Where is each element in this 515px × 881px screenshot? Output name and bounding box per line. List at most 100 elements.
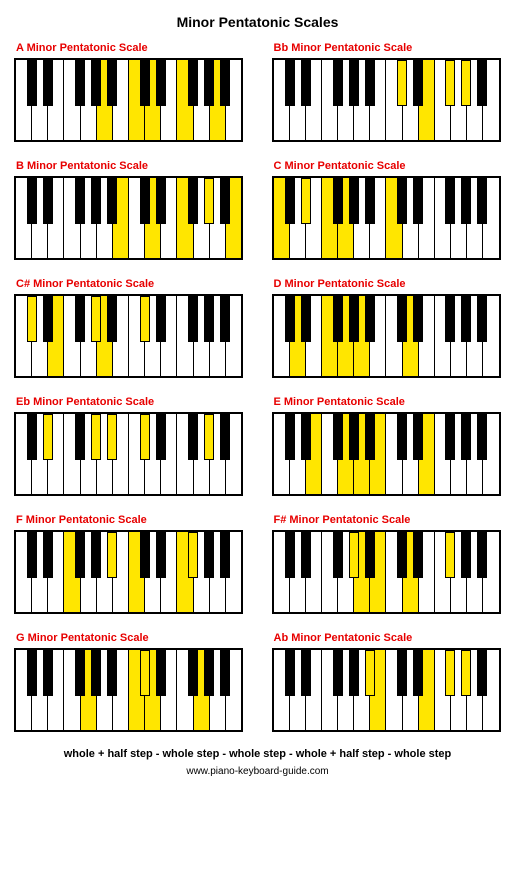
white-key <box>81 414 97 494</box>
scale-title: C# Minor Pentatonic Scale <box>16 278 244 290</box>
scale-cell: Ab Minor Pentatonic Scale <box>272 632 502 732</box>
white-key <box>32 414 48 494</box>
white-key <box>290 532 306 612</box>
white-key <box>161 532 177 612</box>
scale-title: Eb Minor Pentatonic Scale <box>16 396 244 408</box>
white-key <box>451 296 467 376</box>
scales-grid: A Minor Pentatonic Scale Bb Minor Pentato… <box>10 42 505 732</box>
white-key <box>435 414 451 494</box>
white-key <box>322 296 338 376</box>
white-key <box>467 532 483 612</box>
white-key <box>97 532 113 612</box>
white-key <box>32 532 48 612</box>
white-key <box>97 60 113 140</box>
white-key <box>354 296 370 376</box>
scale-cell: F Minor Pentatonic Scale <box>14 514 244 614</box>
white-key <box>97 296 113 376</box>
site-url: www.piano-keyboard-guide.com <box>10 766 505 777</box>
piano-keyboard <box>272 58 501 142</box>
white-key <box>322 532 338 612</box>
white-key <box>226 178 241 258</box>
white-key <box>290 650 306 730</box>
scale-cell: E Minor Pentatonic Scale <box>272 396 502 496</box>
white-key <box>64 414 80 494</box>
white-key <box>194 60 210 140</box>
white-key <box>113 650 129 730</box>
white-key <box>419 532 435 612</box>
scale-title: F Minor Pentatonic Scale <box>16 514 244 526</box>
white-key <box>274 532 290 612</box>
white-key <box>226 296 241 376</box>
scale-title: E Minor Pentatonic Scale <box>274 396 502 408</box>
piano-keyboard <box>14 58 243 142</box>
white-key <box>419 178 435 258</box>
white-key <box>386 60 402 140</box>
piano-keyboard <box>272 294 501 378</box>
scale-title: D Minor Pentatonic Scale <box>274 278 502 290</box>
white-key <box>306 532 322 612</box>
white-key <box>306 650 322 730</box>
white-key <box>226 60 241 140</box>
white-key <box>386 296 402 376</box>
piano-keyboard <box>14 176 243 260</box>
piano-keyboard <box>14 412 243 496</box>
scale-cell: G Minor Pentatonic Scale <box>14 632 244 732</box>
white-key <box>306 296 322 376</box>
white-key <box>386 532 402 612</box>
white-key <box>64 532 80 612</box>
white-key <box>386 650 402 730</box>
white-key <box>194 650 210 730</box>
white-key <box>145 532 161 612</box>
white-key <box>370 532 386 612</box>
white-key <box>226 650 241 730</box>
white-key <box>483 650 498 730</box>
white-key <box>113 414 129 494</box>
white-key <box>97 178 113 258</box>
white-key <box>386 178 402 258</box>
white-key <box>370 650 386 730</box>
white-key <box>210 414 226 494</box>
white-key <box>177 650 193 730</box>
scale-title: Ab Minor Pentatonic Scale <box>274 632 502 644</box>
white-key <box>483 414 498 494</box>
white-key <box>467 296 483 376</box>
piano-keyboard <box>272 530 501 614</box>
white-key <box>161 296 177 376</box>
white-key <box>354 414 370 494</box>
white-key <box>210 532 226 612</box>
white-key <box>419 60 435 140</box>
scale-cell: Bb Minor Pentatonic Scale <box>272 42 502 142</box>
white-key <box>451 178 467 258</box>
white-key <box>48 414 64 494</box>
white-key <box>113 178 129 258</box>
white-key <box>48 60 64 140</box>
white-key <box>113 60 129 140</box>
scale-cell: D Minor Pentatonic Scale <box>272 278 502 378</box>
white-key <box>177 178 193 258</box>
white-key <box>354 178 370 258</box>
white-key <box>81 296 97 376</box>
white-key <box>403 532 419 612</box>
white-key <box>435 296 451 376</box>
white-key <box>483 532 498 612</box>
white-key <box>370 60 386 140</box>
white-key <box>210 650 226 730</box>
scale-cell: F# Minor Pentatonic Scale <box>272 514 502 614</box>
white-key <box>129 178 145 258</box>
white-key <box>403 296 419 376</box>
white-key <box>129 532 145 612</box>
white-key <box>290 414 306 494</box>
white-key <box>435 650 451 730</box>
piano-keyboard <box>14 530 243 614</box>
white-key <box>451 532 467 612</box>
white-key <box>145 414 161 494</box>
white-key <box>338 296 354 376</box>
white-key <box>322 414 338 494</box>
white-key <box>194 414 210 494</box>
white-key <box>403 60 419 140</box>
white-key <box>48 532 64 612</box>
white-key <box>274 414 290 494</box>
white-key <box>48 178 64 258</box>
scale-cell: A Minor Pentatonic Scale <box>14 42 244 142</box>
white-key <box>64 178 80 258</box>
